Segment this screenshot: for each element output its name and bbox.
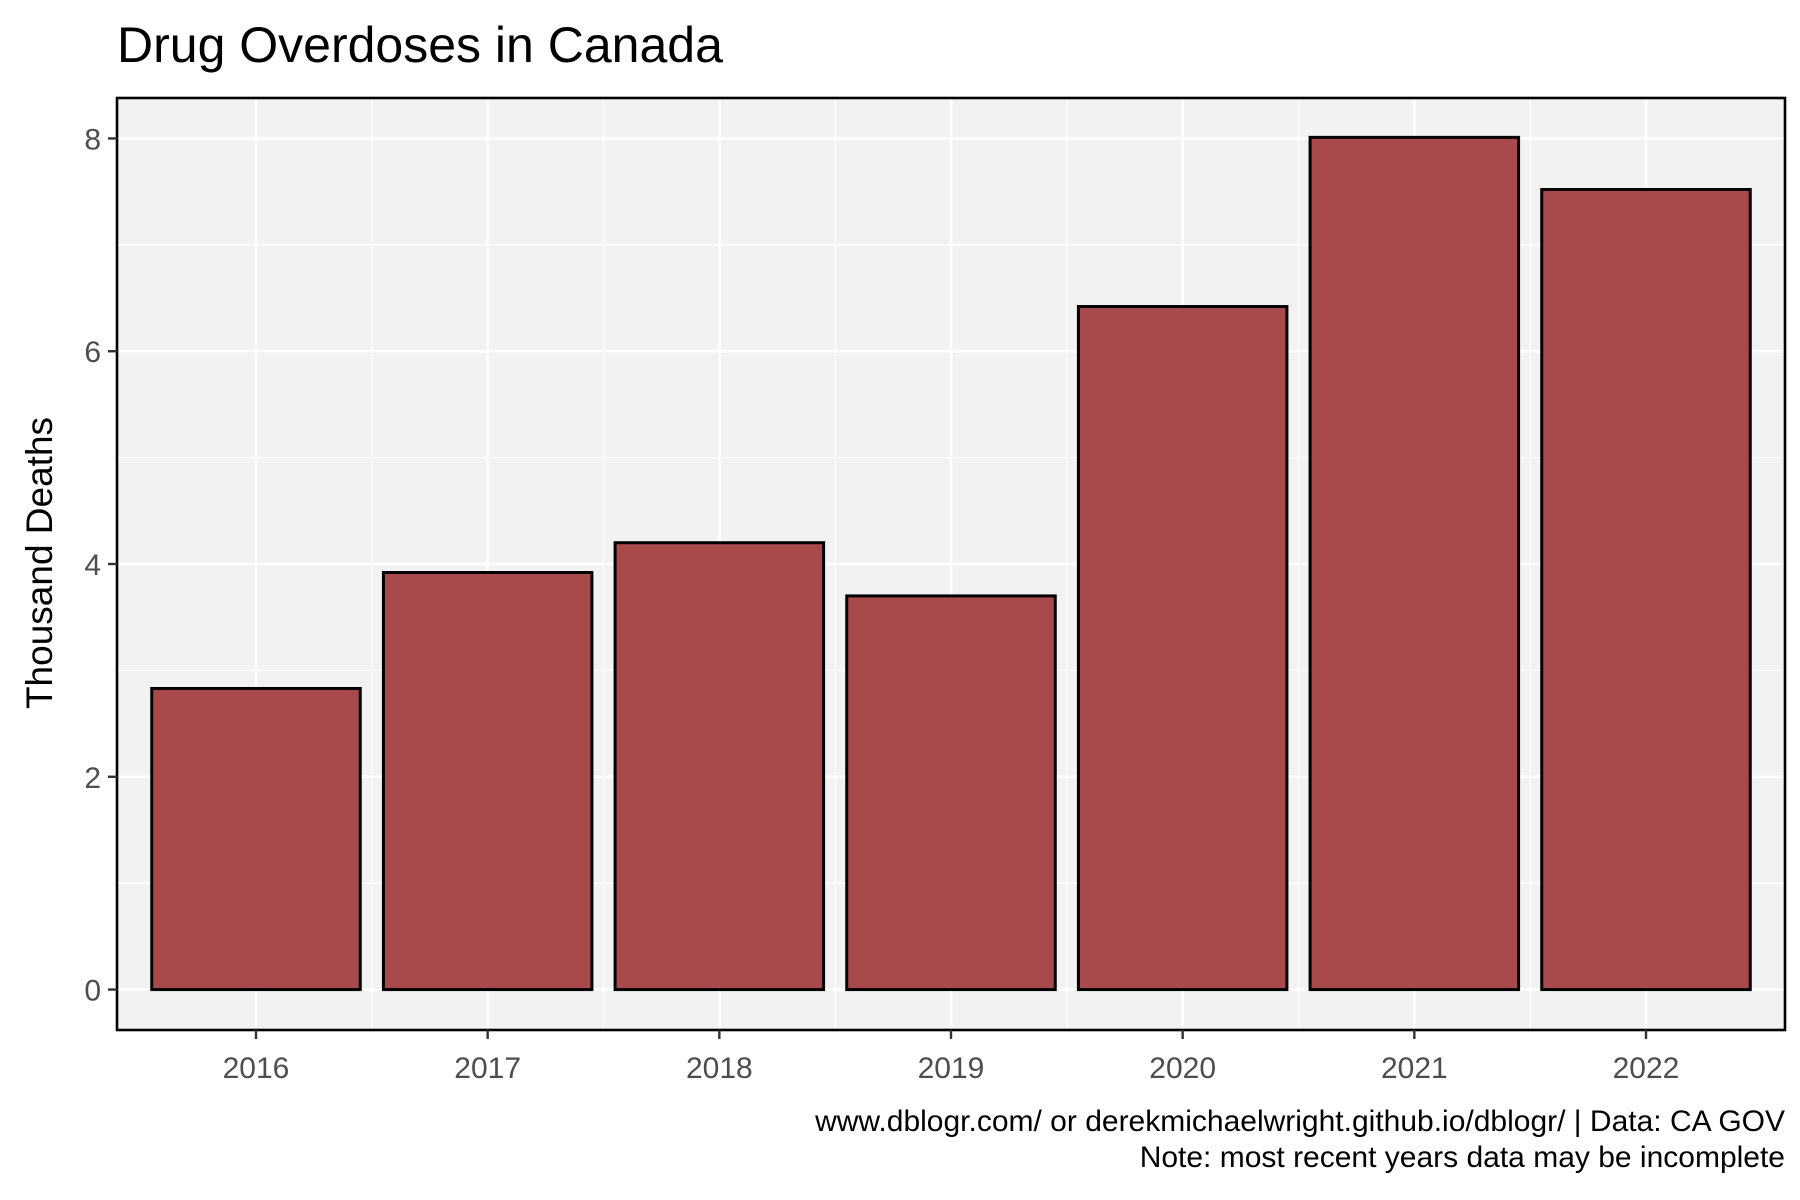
plot-panel: 0 2 4 6 8 2016 2017 2018 2019 2020 2021 2022 — [84, 96, 1787, 1085]
x-tick-label: 2017 — [454, 1052, 521, 1085]
x-tick-label: 2019 — [918, 1052, 985, 1085]
bar-2018 — [613, 541, 826, 992]
chart-title: Drug Overdoses in Canada — [117, 17, 723, 73]
y-tick-label: 2 — [84, 762, 101, 795]
y-tick-label: 4 — [84, 549, 101, 582]
x-tick-label: 2022 — [1613, 1052, 1680, 1085]
bar-2017 — [381, 571, 594, 992]
caption-note: Note: most recent years data may be inco… — [1140, 1141, 1785, 1174]
bar-2020 — [1076, 305, 1289, 992]
caption-source: www.dblogr.com/ or derekmichaelwright.gi… — [814, 1105, 1785, 1138]
bar-2016 — [150, 686, 362, 992]
bar-2019 — [845, 594, 1057, 992]
bar-2022 — [1540, 187, 1752, 992]
y-tick-label: 6 — [84, 336, 101, 369]
y-tick-label: 0 — [84, 975, 101, 1008]
bar-2021 — [1308, 135, 1521, 992]
y-axis-label: Thousand Deaths — [19, 417, 60, 709]
x-tick-label: 2018 — [686, 1052, 753, 1085]
x-tick-label: 2020 — [1149, 1052, 1216, 1085]
y-tick-label: 8 — [84, 123, 101, 156]
x-tick-label: 2021 — [1381, 1052, 1448, 1085]
x-tick-label: 2016 — [223, 1052, 290, 1085]
